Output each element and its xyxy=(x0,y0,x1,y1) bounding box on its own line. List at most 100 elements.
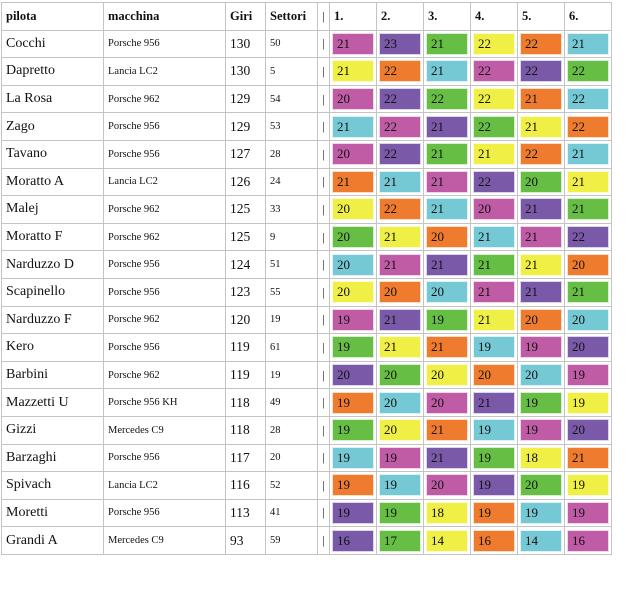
score-cell: 21 xyxy=(376,333,424,362)
score-cell: 21 xyxy=(564,195,612,224)
driver-name: Spivach xyxy=(1,471,104,500)
score-swatch: 20 xyxy=(520,308,562,331)
score-cell: 22 xyxy=(470,57,518,86)
score-cell: 21 xyxy=(517,195,565,224)
car-name: Porsche 956 xyxy=(103,139,226,169)
score-swatch: 21 xyxy=(426,170,468,193)
score-swatch: 19 xyxy=(567,501,609,524)
sectors-value: 54 xyxy=(265,84,318,114)
score-cell: 22 xyxy=(564,84,612,114)
score-swatch: 18 xyxy=(426,501,468,524)
row-separator: | xyxy=(317,443,330,473)
table-row: Barzaghi Porsche 956 117 20 | 19 19 21 19 18 21 xyxy=(1,443,612,473)
driver-name: Scapinello xyxy=(1,277,104,307)
sectors-value: 52 xyxy=(265,471,318,500)
score-cell: 20 xyxy=(329,84,377,114)
score-cell: 19 xyxy=(470,471,518,500)
table-row: Grandi A Mercedes C9 93 59 | 16 17 14 16 14 16 xyxy=(1,526,612,555)
score-cell: 22 xyxy=(376,112,424,141)
score-swatch: 19 xyxy=(332,474,374,497)
header-col-5: 5. xyxy=(517,2,565,31)
score-swatch: 19 xyxy=(520,419,562,442)
score-swatch: 22 xyxy=(379,88,421,111)
score-cell: 21 xyxy=(470,305,518,335)
row-separator: | xyxy=(317,250,330,279)
row-separator: | xyxy=(317,222,330,252)
row-separator: | xyxy=(317,360,330,390)
score-cell: 21 xyxy=(329,167,377,197)
sectors-value: 9 xyxy=(265,222,318,252)
score-swatch: 22 xyxy=(567,88,609,111)
car-name: Porsche 956 xyxy=(103,29,226,59)
row-separator: | xyxy=(317,471,330,500)
score-cell: 19 xyxy=(329,388,377,417)
score-cell: 20 xyxy=(329,139,377,169)
score-swatch: 20 xyxy=(332,88,374,111)
score-cell: 21 xyxy=(376,250,424,279)
score-cell: 21 xyxy=(423,57,471,86)
score-swatch: 21 xyxy=(567,281,609,304)
score-swatch: 19 xyxy=(567,474,609,497)
score-swatch: 19 xyxy=(520,336,562,359)
header-giri: Giri xyxy=(225,2,266,31)
score-cell: 20 xyxy=(470,195,518,224)
score-swatch: 20 xyxy=(332,226,374,249)
score-cell: 22 xyxy=(470,84,518,114)
driver-name: Moretti xyxy=(1,498,104,528)
sectors-value: 53 xyxy=(265,112,318,141)
score-swatch: 20 xyxy=(426,474,468,497)
laps-value: 126 xyxy=(225,167,266,197)
score-cell: 22 xyxy=(517,57,565,86)
score-swatch: 20 xyxy=(379,281,421,304)
score-cell: 21 xyxy=(564,139,612,169)
score-cell: 20 xyxy=(423,277,471,307)
score-cell: 19 xyxy=(376,443,424,473)
row-separator: | xyxy=(317,388,330,417)
score-cell: 20 xyxy=(329,277,377,307)
header-col-3: 3. xyxy=(423,2,471,31)
score-swatch: 21 xyxy=(332,115,374,138)
driver-name: Zago xyxy=(1,112,104,141)
score-cell: 19 xyxy=(470,498,518,528)
score-cell: 16 xyxy=(329,526,377,555)
laps-value: 130 xyxy=(225,29,266,59)
score-cell: 19 xyxy=(517,333,565,362)
score-swatch: 20 xyxy=(426,281,468,304)
score-swatch: 21 xyxy=(520,115,562,138)
score-cell: 19 xyxy=(329,305,377,335)
score-cell: 20 xyxy=(329,195,377,224)
score-cell: 20 xyxy=(376,388,424,417)
score-swatch: 20 xyxy=(520,364,562,387)
score-cell: 21 xyxy=(376,167,424,197)
score-swatch: 20 xyxy=(520,474,562,497)
score-cell: 21 xyxy=(470,139,518,169)
score-cell: 21 xyxy=(423,415,471,445)
score-swatch: 21 xyxy=(567,198,609,221)
score-cell: 19 xyxy=(564,471,612,500)
score-cell: 19 xyxy=(564,498,612,528)
score-swatch: 22 xyxy=(379,198,421,221)
car-name: Porsche 956 xyxy=(103,443,226,473)
sectors-value: 28 xyxy=(265,139,318,169)
score-swatch: 20 xyxy=(332,364,374,387)
score-cell: 20 xyxy=(423,471,471,500)
score-swatch: 22 xyxy=(473,32,515,55)
sectors-value: 59 xyxy=(265,526,318,555)
score-cell: 19 xyxy=(517,498,565,528)
score-swatch: 21 xyxy=(332,170,374,193)
score-swatch: 20 xyxy=(567,308,609,331)
score-cell: 21 xyxy=(517,112,565,141)
score-swatch: 19 xyxy=(520,391,562,414)
score-cell: 20 xyxy=(564,250,612,279)
score-cell: 19 xyxy=(470,333,518,362)
score-cell: 19 xyxy=(376,498,424,528)
laps-value: 125 xyxy=(225,222,266,252)
row-separator: | xyxy=(317,277,330,307)
score-swatch: 21 xyxy=(520,226,562,249)
row-separator: | xyxy=(317,333,330,362)
table-row: La Rosa Porsche 962 129 54 | 20 22 22 22 21 22 xyxy=(1,84,612,114)
score-cell: 20 xyxy=(517,360,565,390)
score-swatch: 19 xyxy=(473,419,515,442)
score-cell: 22 xyxy=(564,57,612,86)
score-cell: 21 xyxy=(564,443,612,473)
